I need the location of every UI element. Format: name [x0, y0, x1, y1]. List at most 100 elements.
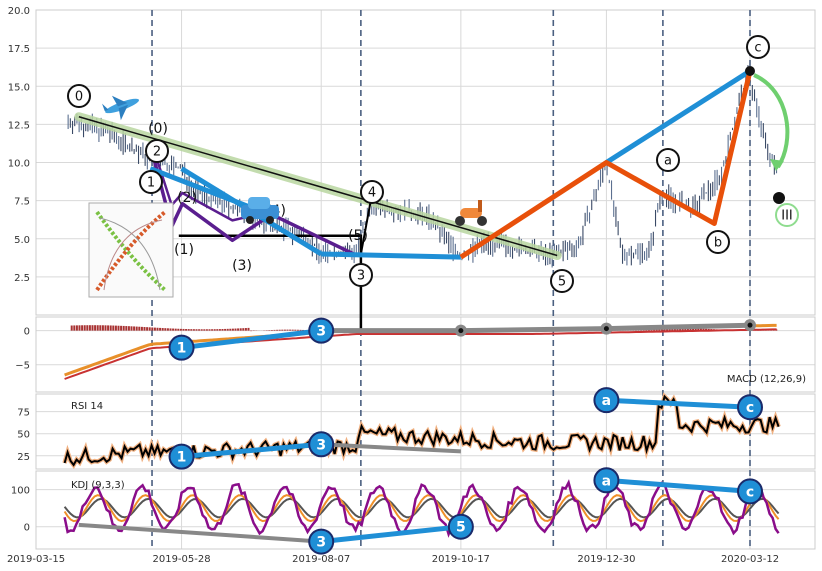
kdj-marker-3-circle — [308, 528, 335, 555]
wave-label-iii-circle — [775, 203, 799, 227]
rsi-wave-line — [181, 441, 322, 460]
wave-label-3-text: 3 — [357, 269, 365, 284]
price-ytick-label: 15.0 — [8, 82, 30, 93]
kdj-grey-line — [78, 522, 322, 544]
wave-label-a-text: a — [664, 154, 672, 169]
minor-label-5: (5) — [348, 228, 368, 244]
wave-label-2-circle — [145, 139, 169, 163]
x-tick-label: 2020-03-12 — [721, 554, 779, 565]
wave-label-0: 0 — [67, 84, 91, 108]
scooter-body — [460, 208, 482, 218]
macd-ytick-label: 0 — [24, 327, 30, 338]
scooter-icon — [455, 200, 487, 226]
rsi-marker-c-circle — [737, 394, 763, 421]
kdj-ytick-label: 0 — [24, 523, 30, 534]
inset-diagram-icon — [88, 202, 174, 298]
airplane-body — [105, 98, 140, 114]
wave-label-3-circle — [349, 263, 373, 287]
rsi-marker-a-text: a — [602, 393, 611, 409]
car-cabin — [248, 197, 270, 209]
kdj-ytick-label: 100 — [11, 486, 30, 497]
airplane-icon — [102, 95, 140, 121]
wave-label-c-circle — [746, 35, 770, 59]
macd-panel-content: MACD (12,26,9) 1 3 — [64, 317, 806, 385]
macd-marker-1-text: 1 — [177, 341, 187, 357]
inset-curve-grey — [99, 217, 161, 291]
kdj-d-line — [63, 497, 780, 519]
rsi-marker-3: 3 — [308, 431, 335, 458]
kdj-wave-line — [320, 524, 462, 545]
macd-wave-line — [181, 328, 322, 351]
rsi-marker-1-circle — [168, 443, 195, 470]
wave-label-0-text: 0 — [75, 90, 83, 105]
airplane-tail — [102, 103, 109, 112]
wave-label-b: b — [706, 230, 730, 254]
rsi-marker-1: 1 — [168, 443, 195, 470]
wave-label-iii: III — [775, 203, 799, 227]
primary-wave-line — [149, 166, 262, 214]
x-tick-label: 2019-08-07 — [292, 554, 350, 565]
wave-label-b-text: b — [714, 236, 722, 251]
rsi-marker-3-circle — [308, 431, 335, 458]
projection-arrow — [753, 73, 790, 169]
price-ytick-label: 7.5 — [14, 197, 30, 208]
kdj-marker-a-text: a — [602, 473, 611, 489]
kdj-marker-c-circle — [737, 478, 763, 505]
wave-label-b-circle — [706, 230, 730, 254]
price-ytick-label: 20.0 — [8, 6, 30, 17]
kdj-marker-c-text: c — [746, 484, 754, 500]
price-ytick-label: 10.0 — [8, 159, 30, 170]
macd-frame — [35, 316, 816, 393]
macd-legend-label: MACD (12,26,9) — [727, 374, 806, 385]
macd-marker-3-circle — [308, 317, 335, 344]
projection-arrowhead — [770, 159, 784, 171]
rsi-wave-line-2 — [606, 397, 751, 410]
primary-wave-line — [605, 68, 752, 165]
rsi-legend-label: RSI 14 — [71, 401, 103, 412]
rsi-frame — [35, 393, 816, 470]
rsi-grey-line — [321, 442, 462, 454]
wave-label-4-text: 4 — [368, 186, 376, 201]
wave-label-5-circle — [550, 269, 574, 293]
wave-label-5: 5 — [550, 269, 574, 293]
kdj-legend-label: KDJ (9,3,3) — [71, 480, 125, 491]
wave-label-3: 3 — [349, 263, 373, 287]
price-ytick-label: 5.0 — [14, 235, 30, 246]
wave-4-line — [359, 195, 373, 255]
rsi-marker-1-text: 1 — [177, 450, 187, 466]
price-ytick-label: 12.5 — [8, 120, 30, 131]
rsi-marker-a: a — [593, 387, 620, 414]
kdj-k-line — [63, 494, 780, 523]
wave-label-4: 4 — [360, 180, 384, 204]
inset-curve-orange — [95, 210, 167, 292]
price-frame — [35, 9, 816, 316]
wave-label-c-text: c — [754, 41, 761, 56]
price-ytick-label: 2.5 — [14, 273, 30, 284]
wave-label-1-text: 1 — [147, 176, 155, 191]
scooter-stem — [478, 200, 482, 212]
wave-label-5-text: 5 — [558, 275, 566, 290]
kdj-marker-a-circle — [593, 467, 620, 494]
wave-label-2: 2 — [145, 139, 169, 163]
correction-wave-line — [459, 70, 753, 260]
rsi-marker-3-text: 3 — [316, 437, 326, 453]
kdj-frame — [35, 470, 816, 550]
car-icon — [241, 197, 279, 224]
kdj-marker-3-text: 3 — [316, 535, 326, 551]
car-wheel — [246, 216, 254, 224]
wave-c-dot — [745, 66, 755, 76]
wave-label-0-circle — [67, 84, 91, 108]
x-tick-label: 2019-05-28 — [152, 554, 210, 565]
kdj-panel-content: KDJ (9,3,3) 3 5 a c — [63, 467, 780, 555]
kdj-marker-5: 5 — [447, 513, 474, 540]
minor-label-3: (3) — [232, 258, 252, 274]
kdj-marker-3: 3 — [308, 528, 335, 555]
airplane-wing — [111, 95, 128, 107]
rsi-ytick-label: 25 — [17, 452, 30, 463]
kdj-marker-c: c — [737, 478, 763, 505]
minor-label-1: (1) — [174, 242, 194, 258]
airplane-wing-2 — [118, 104, 129, 121]
rsi-marker-a-circle — [593, 387, 620, 414]
macd-marker-3: 3 — [308, 317, 335, 344]
